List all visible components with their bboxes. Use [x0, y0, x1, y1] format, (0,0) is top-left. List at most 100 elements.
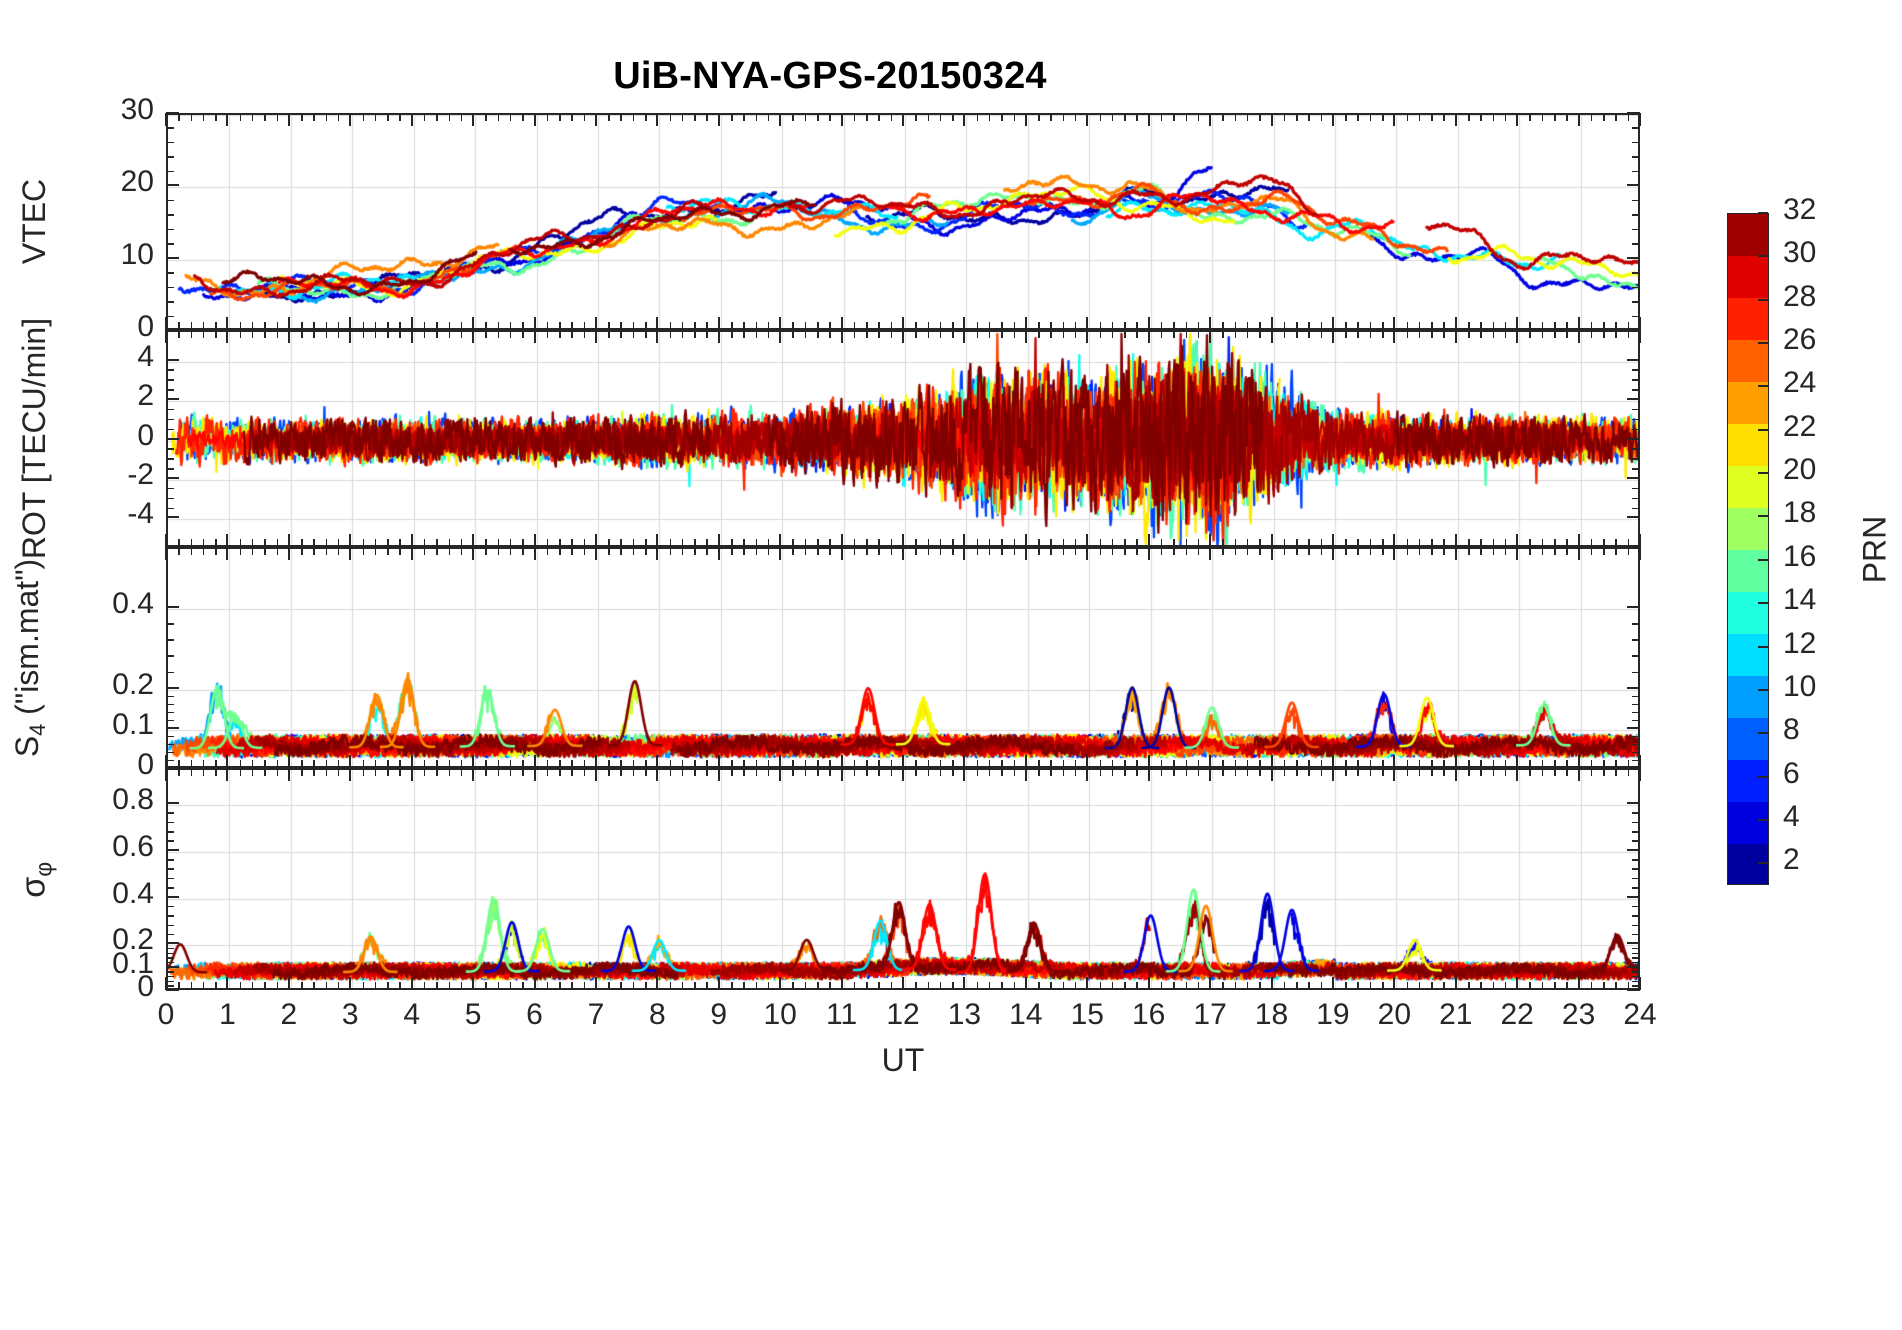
xtick-minor-sigma-phi [1357, 982, 1359, 990]
xtick-minor-top-s4 [1185, 547, 1188, 555]
xtick-minor-top-vtec [767, 113, 770, 121]
xtick-minor-top-rot [313, 330, 315, 338]
xtick-minor-top-vtec [1627, 113, 1630, 121]
xtick-minor-top-vtec [571, 113, 573, 121]
xtick-minor-top-rot [559, 330, 561, 338]
xtick-minor-top-rot [853, 330, 856, 338]
colorbar-segment [1728, 550, 1768, 593]
xtick-minor-top-vtec [1185, 113, 1188, 121]
xtick-minor-top-s4 [1160, 547, 1163, 555]
xtick-top-vtec-22 [1516, 113, 1519, 126]
xtick-minor-top-s4 [1222, 547, 1224, 555]
xtick-minor-top-vtec [681, 113, 684, 121]
xtick-minor-sigma-phi [1627, 982, 1630, 990]
xtick-minor-top-rot [1136, 330, 1138, 338]
ytick-minor-s4 [166, 655, 174, 657]
xtick-minor-rot [731, 539, 733, 547]
xtick-minor-sigma-phi [239, 982, 242, 990]
xtick-minor-sigma-phi [1160, 982, 1163, 990]
xtick-minor-vtec [313, 322, 315, 330]
xtick-rot-20 [1393, 534, 1396, 547]
xtick-top-rot-3 [349, 330, 352, 343]
panel-rot [166, 330, 1640, 547]
xtick-minor-vtec [1124, 322, 1126, 330]
xtick-minor-top-s4 [817, 547, 819, 555]
xtick-minor-rot [1431, 539, 1433, 547]
ytick-minor-sigma-phi [166, 947, 174, 950]
xtick-minor-top-rot [1160, 330, 1163, 338]
xtick-minor-top-s4 [448, 547, 451, 555]
xtick-rot-1 [226, 534, 229, 547]
xtick-minor-top-s4 [669, 547, 672, 555]
xtick-sigma-phi-19 [1331, 977, 1334, 990]
xtick-minor-top-vtec [743, 113, 745, 121]
xtick-minor-top-s4 [1541, 547, 1544, 555]
ytick-sigma-phi-4 [166, 848, 179, 851]
ytick-minor-sigma-phi [166, 933, 174, 936]
xtick-minor-top-sigma-phi [362, 768, 365, 776]
xtick-minor-top-s4 [1615, 547, 1617, 555]
xtick-minor-top-vtec [939, 113, 942, 121]
xtick-minor-rot [1406, 539, 1409, 547]
xtick-vtec-5 [472, 317, 475, 330]
colorbar-tick [1758, 862, 1768, 865]
xtick-minor-top-rot [460, 330, 463, 338]
xtick-rot-0 [165, 534, 167, 547]
xtick-minor-rot [178, 539, 180, 547]
xtick-minor-rot [1001, 539, 1003, 547]
xtick-minor-top-vtec [927, 113, 930, 121]
xtick-minor-top-sigma-phi [1480, 768, 1482, 776]
xtick-top-s4-23 [1577, 547, 1580, 560]
xtick-minor-vtec [804, 322, 807, 330]
xtick-minor-sigma-phi [1590, 982, 1593, 990]
xtick-minor-rot [1222, 539, 1224, 547]
xtick-minor-top-sigma-phi [620, 768, 622, 776]
xtick-minor-sigma-phi [1382, 982, 1384, 990]
xtick-minor-vtec [1050, 322, 1052, 330]
xtick-label-12: 12 [886, 998, 920, 1031]
xtick-vtec-16 [1147, 317, 1150, 330]
xtick-minor-top-rot [1259, 330, 1261, 338]
xtick-minor-top-sigma-phi [571, 768, 573, 776]
xtick-minor-sigma-phi [927, 982, 930, 990]
xtick-minor-vtec [436, 322, 438, 330]
xtick-rot-15 [1086, 534, 1089, 547]
xtick-minor-sigma-phi [202, 982, 205, 990]
xtick-sigma-phi-1 [226, 977, 229, 990]
xtick-minor-top-rot [1369, 330, 1372, 338]
ytick-minor-right-sigma-phi [1632, 812, 1640, 814]
xtick-minor-s4 [915, 760, 917, 768]
ytick-minor-s4 [166, 719, 174, 722]
ytick-minor-sigma-phi [166, 877, 174, 880]
xtick-minor-rot [939, 539, 942, 547]
xtick-minor-vtec [1259, 322, 1261, 330]
xtick-minor-sigma-phi [1566, 982, 1568, 990]
xtick-minor-rot [1382, 539, 1384, 547]
xtick-minor-vtec [1566, 322, 1568, 330]
xtick-minor-top-s4 [608, 547, 610, 555]
xtick-minor-sigma-phi [1603, 982, 1605, 990]
xtick-vtec-12 [902, 317, 904, 330]
xtick-minor-top-vtec [1197, 113, 1200, 121]
ytick-minor-sigma-phi [166, 812, 174, 814]
ytick-right-vtec-2 [1627, 184, 1640, 187]
xtick-minor-vtec [1418, 322, 1421, 330]
xtick-minor-top-s4 [485, 547, 487, 555]
xtick-minor-vtec [939, 322, 942, 330]
xtick-minor-top-rot [890, 330, 893, 338]
xtick-minor-sigma-phi [1615, 982, 1617, 990]
xtick-minor-vtec [1504, 322, 1507, 330]
xtick-minor-sigma-phi [1431, 982, 1433, 990]
xtick-minor-top-rot [337, 330, 340, 338]
xtick-minor-rot [1345, 539, 1347, 547]
ytick-sigma-phi-0 [166, 989, 179, 991]
ytick-minor-right-sigma-phi [1632, 985, 1640, 987]
xtick-minor-top-s4 [362, 547, 365, 555]
xtick-minor-top-s4 [915, 547, 917, 555]
xtick-minor-sigma-phi [1246, 982, 1249, 990]
colorbar-tick [1758, 385, 1768, 388]
colorbar-tick [1758, 732, 1768, 735]
xtick-minor-top-vtec [1443, 113, 1445, 121]
xtick-minor-top-vtec [645, 113, 647, 121]
xtick-minor-rot [1468, 539, 1470, 547]
